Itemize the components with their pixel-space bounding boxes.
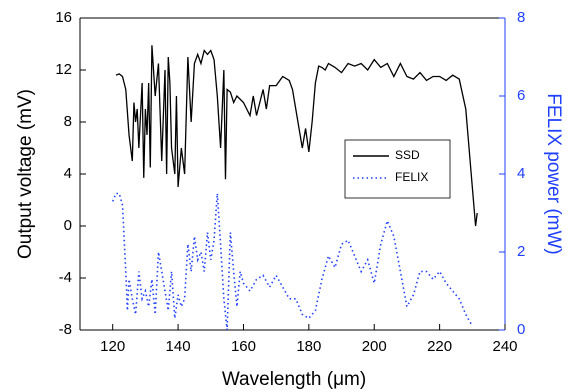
- x-tick-label: 180: [296, 338, 321, 355]
- x-tick-label: 240: [492, 338, 517, 355]
- x-axis-label: Wavelength (μm): [222, 369, 366, 390]
- y2-axis-label: FELIX power (mW): [543, 93, 564, 255]
- legend-label: FELIX: [395, 170, 428, 184]
- series-line: [115, 45, 478, 227]
- y-tick-label: 12: [55, 61, 72, 78]
- y-tick-label: 0: [64, 217, 72, 234]
- x-tick-label: 120: [100, 338, 125, 355]
- x-tick-label: 140: [166, 338, 191, 355]
- y2-tick-label: 6: [517, 87, 525, 104]
- y2-tick-label: 2: [517, 243, 525, 260]
- y-tick-label: -8: [59, 321, 72, 338]
- x-tick-label: 200: [362, 338, 387, 355]
- y2-tick-label: 4: [517, 165, 525, 182]
- y-axis-label: Output voltage (mV): [15, 89, 36, 259]
- x-tick-label: 160: [231, 338, 256, 355]
- y-tick-label: 8: [64, 113, 72, 130]
- y-tick-label: -4: [59, 269, 72, 286]
- y-tick-label: 4: [64, 165, 72, 182]
- legend-box: [344, 139, 451, 199]
- series-line: [111, 192, 474, 331]
- y2-tick-label: 8: [517, 9, 525, 26]
- legend-label: SSD: [395, 148, 420, 162]
- y-tick-label: 16: [55, 9, 72, 26]
- y2-tick-label: 0: [517, 321, 525, 338]
- x-tick-label: 220: [427, 338, 452, 355]
